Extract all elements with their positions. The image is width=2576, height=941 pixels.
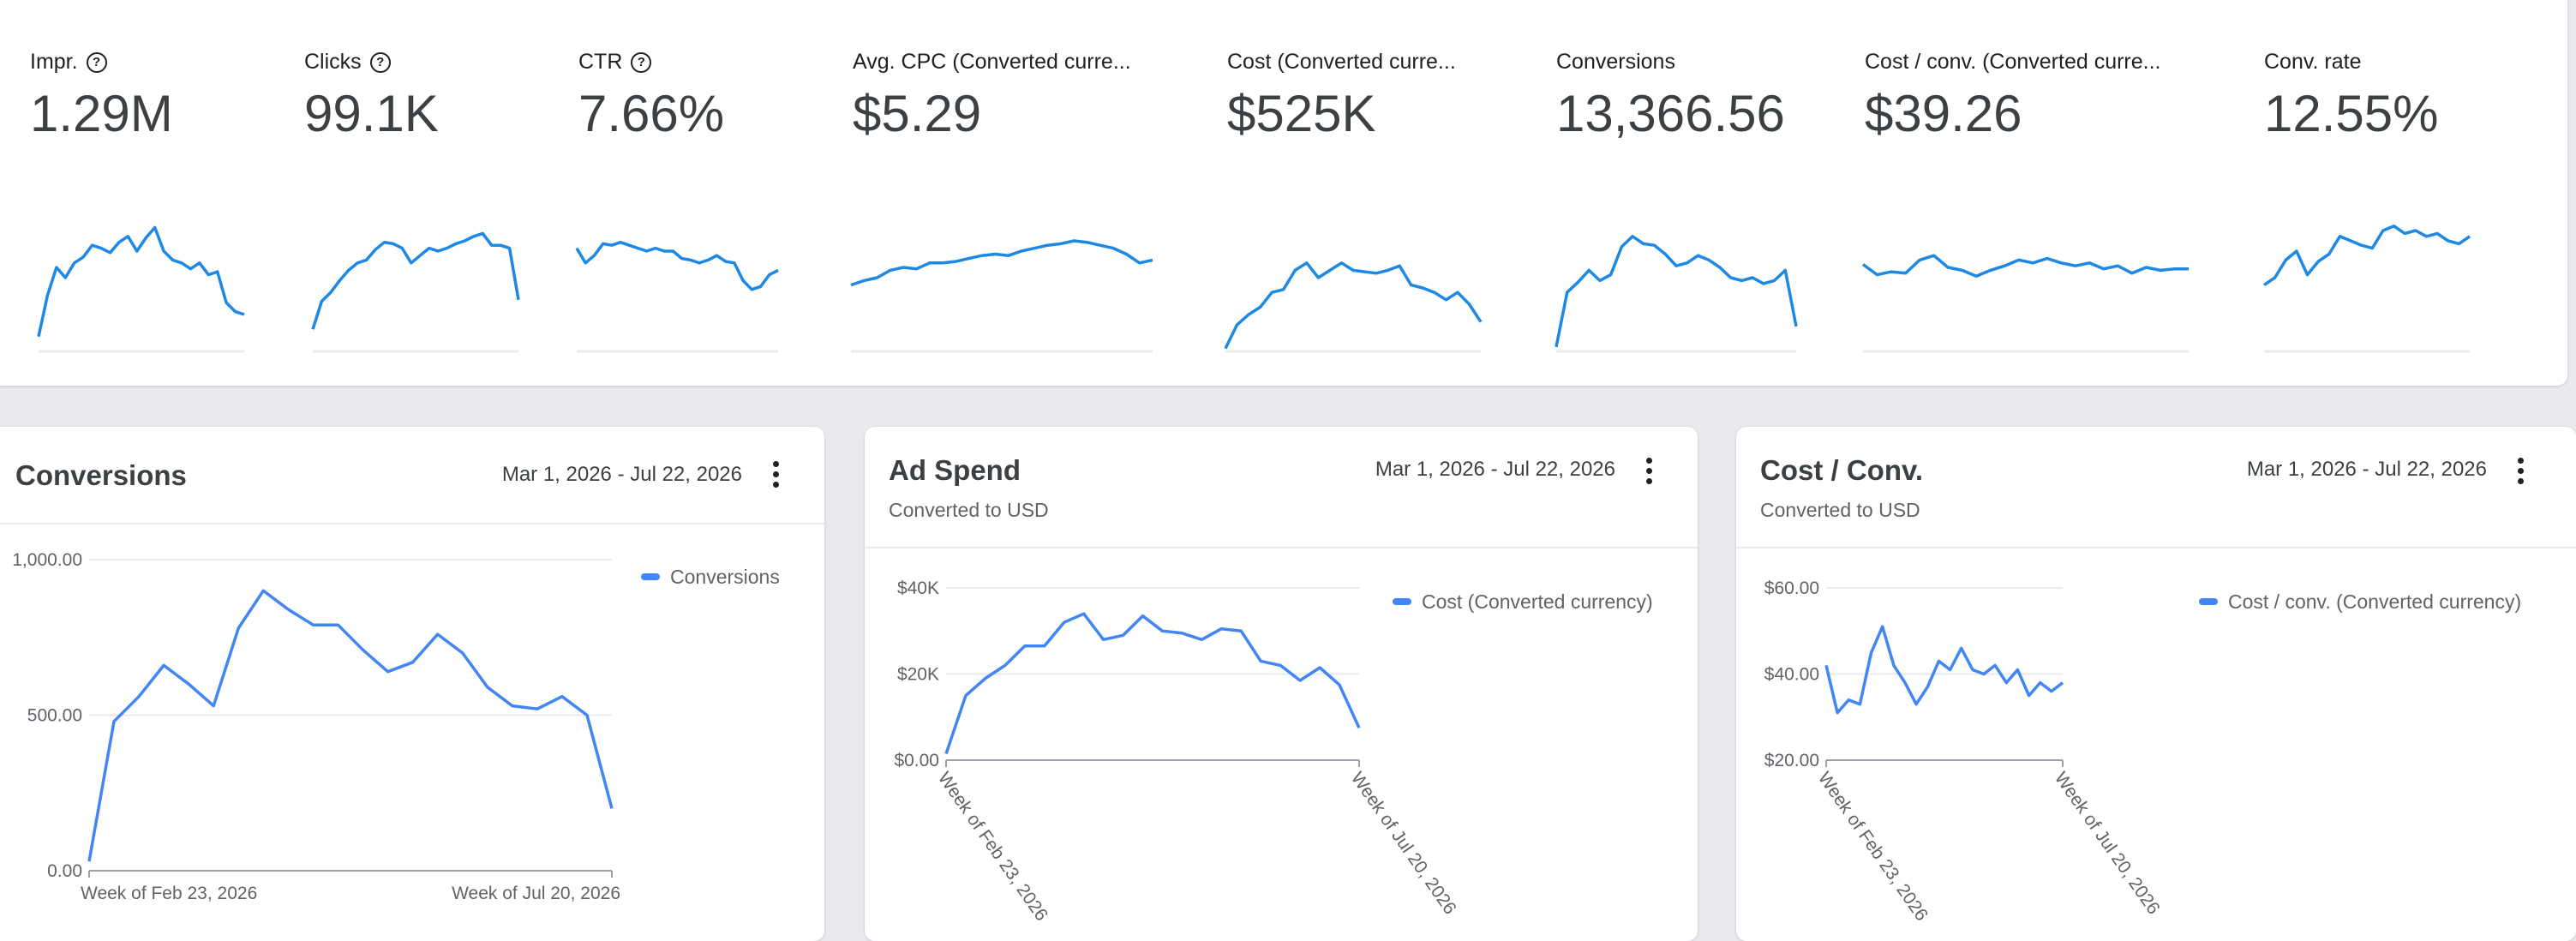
scorecard-impressions[interactable]: Impr.? 1.29M (30, 0, 253, 386)
sparkline-series (1861, 254, 2189, 279)
sparkline-series (37, 225, 245, 338)
date-range[interactable]: Mar 1, 2026 - Jul 22, 2026 (501, 463, 742, 486)
legend-swatch (2199, 598, 2218, 605)
x-tick-label: Week of Jul 20, 2026 (1347, 769, 1460, 918)
panel-divider (1736, 547, 2576, 548)
sparkline-series (1555, 235, 1798, 348)
panel-divider (865, 547, 1698, 548)
panel-subtitle: Converted to USD (1760, 499, 1920, 521)
scorecard-conv-rate[interactable]: Conv. rate 12.55% (2263, 0, 2504, 386)
legend-label[interactable]: Conversions (670, 566, 780, 588)
x-tick-label: Week of Jul 20, 2026 (2051, 769, 2164, 918)
y-tick-label: $40K (897, 578, 939, 598)
scorecard-label: Conv. rate (2264, 50, 2362, 74)
legend-swatch (1393, 598, 1411, 605)
help-icon[interactable]: ? (86, 51, 107, 73)
y-tick-label: 1,000.00 (12, 550, 82, 570)
sparkline-chart (311, 231, 520, 353)
y-tick-label: $40.00 (1764, 665, 1819, 685)
conversions-line-chart[interactable]: 1,000.00 500.00 0.00 Week of Feb 23, 2026 We… (0, 530, 824, 932)
scorecard-label: Avg. CPC (Converted curre... (853, 50, 1131, 74)
scorecard-value: 99.1K (304, 85, 439, 142)
sparkline-chart (575, 240, 779, 353)
scorecard-cost[interactable]: Cost (Converted curre... $525K (1224, 0, 1501, 386)
scorecard-value: $39.26 (1865, 85, 2022, 142)
legend-label[interactable]: Cost / conv. (Converted currency) (2228, 590, 2521, 613)
more-options-icon[interactable] (2518, 458, 2526, 488)
scorecard-value: 12.55% (2264, 85, 2439, 142)
help-icon[interactable]: ? (631, 51, 652, 73)
scorecard-label: CTR (578, 50, 623, 74)
scorecard-value: 1.29M (30, 85, 173, 142)
help-icon[interactable]: ? (369, 51, 391, 73)
panel-title: Conversions (15, 459, 187, 491)
series-line[interactable] (1824, 625, 2064, 715)
y-tick-label: 0.00 (47, 861, 82, 881)
scorecard-strip: Impr.? 1.29M Clicks? 99.1K CTR? 7.66% Av… (0, 0, 2567, 386)
cost-per-conv-panel: Cost / Conv. Converted to USD Mar 1, 202… (1736, 427, 2576, 941)
scorecard-clicks[interactable]: Clicks? 99.1K (304, 0, 527, 386)
sparkline-series (1224, 261, 1483, 350)
scorecard-label: Cost (Converted curre... (1227, 50, 1456, 74)
legend-label[interactable]: Cost (Converted currency) (1422, 590, 1653, 613)
scorecard-value: $5.29 (853, 85, 982, 142)
scorecard-value: $525K (1227, 85, 1376, 142)
y-tick-label: $0.00 (894, 751, 939, 770)
more-options-icon[interactable] (1646, 458, 1655, 488)
series-line[interactable] (944, 612, 1361, 755)
x-tick-label: Week of Feb 23, 2026 (81, 884, 257, 903)
conversions-panel: Conversions Mar 1, 2026 - Jul 22, 2026 1… (0, 427, 824, 941)
sparkline-chart (2263, 225, 2471, 353)
panel-divider (0, 523, 824, 524)
scorecard-value: 7.66% (578, 85, 725, 142)
y-tick-label: 500.00 (27, 706, 82, 726)
panel-title: Ad Spend (889, 454, 1021, 486)
series-line[interactable] (87, 589, 614, 862)
sparkline-series (2263, 225, 2471, 287)
x-tick-label: Week of Feb 23, 2026 (934, 769, 1051, 925)
y-tick-label: $60.00 (1764, 578, 1819, 598)
scorecard-value: 13,366.56 (1556, 85, 1785, 142)
sparkline-chart (850, 239, 1153, 353)
legend-swatch (641, 573, 660, 580)
sparkline-series (311, 231, 520, 330)
scorecard-cost-per-conv[interactable]: Cost / conv. (Converted curre... $39.26 (1861, 0, 2208, 386)
more-options-icon[interactable] (773, 461, 782, 492)
y-tick-label: $20K (897, 665, 939, 685)
scorecard-avg-cpc[interactable]: Avg. CPC (Converted curre... $5.29 (850, 0, 1178, 386)
scorecard-conversions[interactable]: Conversions 13,366.56 (1555, 0, 1813, 386)
panel-title: Cost / Conv. (1760, 454, 1924, 486)
sparkline-chart (1861, 254, 2189, 353)
scorecard-label: Impr. (30, 50, 78, 74)
scorecard-label: Conversions (1556, 50, 1675, 74)
scorecard-ctr[interactable]: CTR? 7.66% (575, 0, 806, 386)
sparkline-series (575, 240, 779, 291)
ad-spend-panel: Ad Spend Converted to USD Mar 1, 2026 - … (865, 427, 1698, 941)
sparkline-chart (1224, 261, 1483, 353)
x-tick-label: Week of Jul 20, 2026 (452, 884, 620, 903)
panel-subtitle: Converted to USD (889, 499, 1049, 521)
date-range[interactable]: Mar 1, 2026 - Jul 22, 2026 (2246, 458, 2487, 481)
sparkline-chart (37, 225, 245, 353)
y-tick-label: $20.00 (1764, 751, 1819, 770)
scorecard-label: Cost / conv. (Converted curre... (1865, 50, 2161, 74)
date-range[interactable]: Mar 1, 2026 - Jul 22, 2026 (1375, 458, 1615, 481)
sparkline-chart (1555, 235, 1798, 353)
sparkline-series (850, 239, 1153, 287)
x-tick-label: Week of Feb 23, 2026 (1814, 769, 1932, 925)
scorecard-label: Clicks (304, 50, 362, 74)
